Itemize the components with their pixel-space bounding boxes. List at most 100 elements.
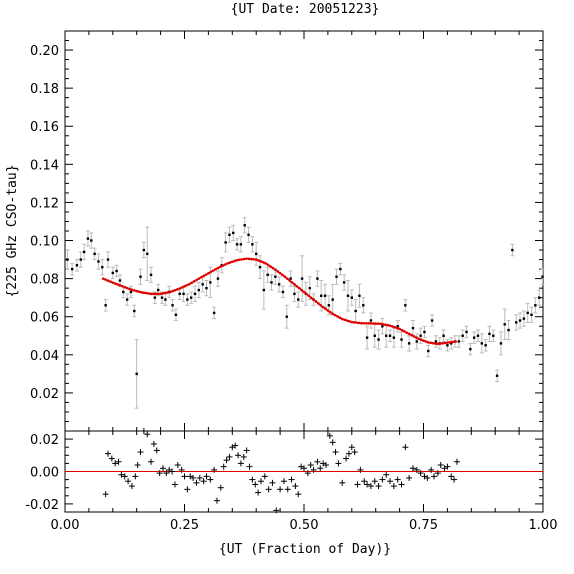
residual-point	[169, 468, 176, 475]
residual-point	[223, 457, 230, 464]
fit-marker	[104, 278, 107, 281]
fit-marker	[436, 342, 440, 346]
residual-point	[207, 476, 214, 483]
data-point	[411, 326, 415, 330]
residual-point	[304, 470, 311, 477]
residual-point	[181, 473, 188, 480]
data-point	[331, 298, 334, 301]
residual-point	[108, 455, 115, 462]
data-point	[205, 286, 208, 290]
fit-marker	[223, 263, 227, 266]
fit-marker	[355, 321, 358, 324]
fit-marker	[398, 327, 401, 331]
data-point	[484, 344, 487, 347]
residual-point	[448, 473, 455, 480]
data-point	[178, 292, 181, 296]
fit-marker	[419, 338, 423, 342]
main-axis-ticks: 0.02 0.04 0.06 0.08 0.10 0.12 0.14 0.16 0.18 0.20	[30, 30, 544, 432]
residual-point	[307, 462, 314, 469]
residual-point	[115, 458, 122, 465]
y-tick-label: 0.14	[30, 158, 59, 173]
data-point	[400, 338, 403, 341]
residual-point	[269, 479, 276, 486]
fit-marker	[211, 269, 215, 272]
fit-marker	[448, 341, 452, 344]
fit-marker	[106, 279, 110, 282]
data-point	[381, 325, 384, 328]
residual-point	[367, 483, 374, 490]
residual-point	[406, 474, 413, 481]
data-point	[239, 243, 243, 246]
fit-marker	[235, 258, 239, 262]
data-point	[247, 233, 250, 237]
residual-point	[332, 449, 339, 456]
data-point	[111, 271, 114, 275]
residual-point	[193, 479, 200, 486]
data-point	[327, 304, 331, 307]
data-point	[255, 252, 258, 256]
y-tick-label: 0.20	[30, 44, 59, 59]
data-point	[396, 325, 399, 328]
data-point	[430, 319, 434, 322]
data-point	[350, 296, 353, 299]
residual-point	[184, 486, 191, 493]
fit-marker	[453, 340, 456, 344]
residual-point	[148, 458, 155, 465]
fit-marker	[187, 282, 191, 286]
fit-marker	[161, 292, 165, 295]
fit-marker	[168, 290, 172, 294]
residual-point	[156, 470, 163, 477]
fit-marker	[183, 285, 186, 288]
data-point	[228, 233, 231, 237]
data-point	[270, 281, 273, 284]
data-point	[243, 224, 246, 227]
fit-marker	[374, 322, 378, 325]
residual-point	[444, 463, 451, 470]
fit-marker	[128, 287, 131, 291]
fit-marker	[137, 290, 141, 294]
fit-marker	[276, 270, 280, 273]
fit-marker	[123, 285, 127, 289]
residual-point	[434, 470, 441, 477]
residual-point	[451, 476, 458, 483]
fit-marker	[372, 322, 375, 325]
residual-point	[217, 484, 224, 491]
fit-marker	[412, 335, 416, 338]
fit-marker	[362, 321, 366, 325]
residual-point	[235, 452, 242, 459]
residual-series	[102, 428, 460, 514]
data-point	[79, 258, 82, 261]
fit-marker	[348, 319, 351, 323]
data-point	[212, 311, 216, 315]
fit-marker	[367, 322, 370, 325]
data-point	[70, 267, 74, 271]
data-point	[82, 250, 86, 254]
fit-marker	[386, 323, 389, 327]
fit-marker	[190, 281, 193, 285]
residual-point	[273, 507, 280, 514]
residual-point	[437, 462, 444, 469]
fit-marker	[152, 292, 155, 296]
residual-point	[431, 473, 438, 480]
residual-point	[214, 497, 221, 504]
fit-marker	[202, 274, 205, 278]
data-point	[129, 290, 133, 294]
data-point	[101, 265, 104, 269]
residual-point	[383, 471, 390, 478]
fit-marker	[166, 291, 170, 294]
residual-point	[178, 466, 185, 473]
data-point	[511, 248, 514, 252]
data-point	[434, 340, 438, 343]
fit-marker	[300, 288, 303, 292]
y-tick-label: -0.02	[25, 498, 59, 513]
data-point	[415, 340, 419, 343]
data-point	[488, 332, 491, 336]
residual-point	[354, 481, 361, 488]
fit-marker	[149, 292, 153, 296]
data-point	[522, 317, 526, 320]
fit-marker	[259, 260, 263, 263]
fit-marker	[393, 325, 397, 329]
data-point	[316, 277, 319, 280]
y-tick-label: 0.10	[30, 235, 59, 250]
residual-point	[292, 483, 299, 490]
